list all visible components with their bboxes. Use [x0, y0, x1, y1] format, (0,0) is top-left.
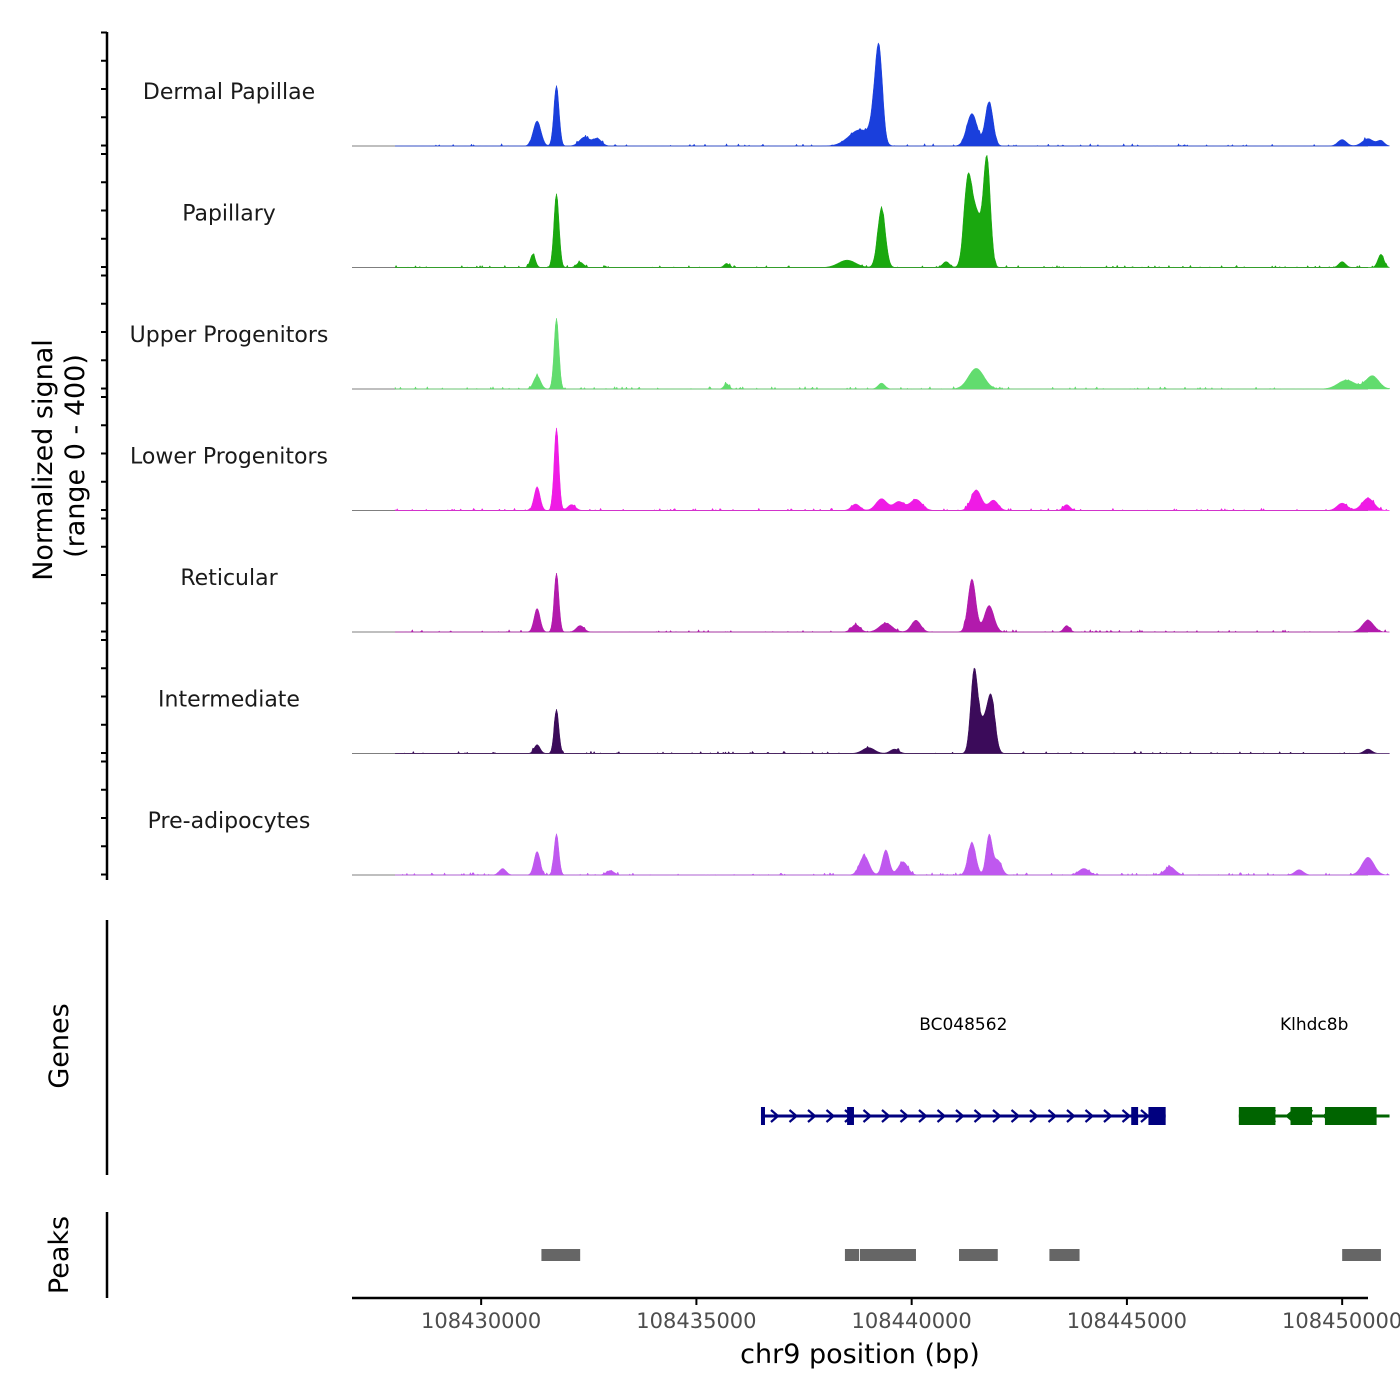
- genes-panel-title: Genes: [44, 1003, 75, 1088]
- peak-regions: [541, 1249, 1381, 1261]
- peak-region: [860, 1249, 916, 1261]
- strand-arrow: [1140, 1109, 1150, 1123]
- x-tick-label: 108450000: [1282, 1309, 1400, 1333]
- track-5: Intermediate: [158, 667, 1390, 754]
- x-tick-label: 108435000: [636, 1309, 756, 1333]
- strand-arrow: [955, 1109, 965, 1123]
- exon: [1238, 1107, 1276, 1125]
- peak-region: [1342, 1249, 1381, 1261]
- strand-arrow: [825, 1109, 836, 1123]
- track-3: Lower Progenitors: [130, 427, 1390, 512]
- strand-arrow: [1029, 1109, 1039, 1123]
- track-label: Pre-adipocytes: [148, 809, 311, 834]
- strand-arrow: [1066, 1109, 1076, 1123]
- exon: [760, 1107, 765, 1125]
- signal-area: [395, 667, 1390, 754]
- strand-arrow: [899, 1109, 910, 1123]
- track-4: Reticular: [180, 566, 1390, 633]
- coverage-tracks: Dermal Papillae Papillary Upper Progenitor…: [130, 42, 1390, 876]
- gene-0: BC048562: [760, 1015, 1166, 1125]
- track-1: Papillary: [182, 154, 1390, 269]
- peak-region: [959, 1249, 998, 1261]
- signal-area: [394, 318, 1390, 390]
- signal-y-axis-ticks: [101, 31, 107, 876]
- strand-arrow: [918, 1109, 928, 1123]
- track-label: Reticular: [180, 566, 278, 591]
- strand-arrow: [1047, 1109, 1058, 1123]
- track-label: Papillary: [182, 202, 276, 227]
- x-tick-label: 108445000: [1067, 1309, 1187, 1333]
- gene-1: Klhdc8b: [1238, 1015, 1390, 1125]
- signal-area: [394, 154, 1390, 269]
- x-tick-label: 108430000: [421, 1309, 541, 1333]
- strand-arrow: [973, 1109, 984, 1123]
- gene-label: BC048562: [919, 1015, 1007, 1035]
- x-axis-ticks: 108430000 108435000 108440000 108445000 1084…: [421, 1298, 1400, 1333]
- track-2: Upper Progenitors: [130, 318, 1390, 390]
- strand-arrow: [770, 1109, 780, 1123]
- gene-annotations: BC048562 Klhdc8b: [760, 1015, 1390, 1125]
- strand-arrow: [807, 1109, 817, 1123]
- signal-area: [395, 832, 1390, 876]
- signal-area: [394, 427, 1390, 512]
- x-tick-label: 108440000: [852, 1309, 972, 1333]
- y-axis-title-line1: Normalized signal: [28, 339, 59, 581]
- strand-arrow: [788, 1109, 799, 1123]
- exon: [1290, 1107, 1313, 1125]
- track-0: Dermal Papillae: [143, 42, 1390, 147]
- track-label: Dermal Papillae: [143, 80, 315, 105]
- strand-arrow: [1084, 1109, 1095, 1123]
- exon: [1131, 1107, 1139, 1125]
- peak-region: [541, 1249, 581, 1261]
- strand-arrow: [881, 1109, 891, 1123]
- strand-arrow: [1121, 1109, 1132, 1123]
- exon: [847, 1107, 854, 1125]
- strand-arrow: [1103, 1109, 1113, 1123]
- track-label: Upper Progenitors: [130, 323, 329, 348]
- peak-region: [844, 1249, 860, 1261]
- strand-arrow: [936, 1109, 947, 1123]
- strand-arrow: [992, 1109, 1002, 1123]
- signal-area: [395, 42, 1390, 147]
- track-label: Intermediate: [158, 688, 300, 713]
- peaks-panel-title: Peaks: [44, 1216, 75, 1294]
- gene-label: Klhdc8b: [1280, 1015, 1348, 1035]
- strand-arrow: [1010, 1109, 1021, 1123]
- track-label: Lower Progenitors: [130, 445, 328, 470]
- strand-arrow: [862, 1109, 873, 1123]
- x-axis-title: chr9 position (bp): [740, 1339, 980, 1370]
- signal-area: [395, 572, 1390, 633]
- track-6: Pre-adipocytes: [148, 809, 1390, 876]
- exon: [1324, 1107, 1377, 1125]
- y-axis-title-line2: (range 0 - 400): [60, 354, 91, 558]
- exon: [1148, 1107, 1166, 1125]
- peak-region: [1049, 1249, 1080, 1261]
